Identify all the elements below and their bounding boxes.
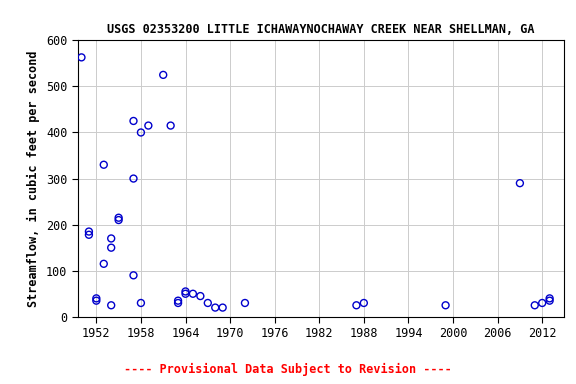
Point [188, 291, 198, 297]
Point [218, 305, 228, 311]
Point [129, 272, 138, 278]
Text: ---- Provisional Data Subject to Revision ----: ---- Provisional Data Subject to Revisio… [124, 363, 452, 376]
Point [545, 298, 554, 304]
Point [166, 122, 175, 129]
Point [144, 122, 153, 129]
Point [92, 298, 101, 304]
Point [99, 261, 108, 267]
Point [77, 54, 86, 60]
Point [137, 129, 146, 136]
Point [530, 302, 539, 308]
Point [84, 232, 93, 238]
Point [114, 217, 123, 223]
Point [352, 302, 361, 308]
Point [441, 302, 450, 308]
Point [173, 300, 183, 306]
Y-axis label: Streamflow, in cubic feet per second: Streamflow, in cubic feet per second [27, 50, 40, 307]
Point [181, 288, 190, 295]
Point [92, 295, 101, 301]
Point [84, 228, 93, 235]
Point [107, 245, 116, 251]
Point [129, 175, 138, 182]
Point [114, 215, 123, 221]
Point [196, 293, 205, 299]
Point [137, 300, 146, 306]
Point [158, 72, 168, 78]
Point [516, 180, 525, 186]
Point [107, 302, 116, 308]
Title: USGS 02353200 LITTLE ICHAWAYNOCHAWAY CREEK NEAR SHELLMAN, GA: USGS 02353200 LITTLE ICHAWAYNOCHAWAY CRE… [107, 23, 535, 36]
Point [173, 298, 183, 304]
Point [240, 300, 249, 306]
Point [545, 295, 554, 301]
Point [203, 300, 213, 306]
Point [129, 118, 138, 124]
Point [181, 291, 190, 297]
Point [359, 300, 369, 306]
Point [99, 162, 108, 168]
Point [211, 305, 220, 311]
Point [107, 235, 116, 242]
Point [537, 300, 547, 306]
